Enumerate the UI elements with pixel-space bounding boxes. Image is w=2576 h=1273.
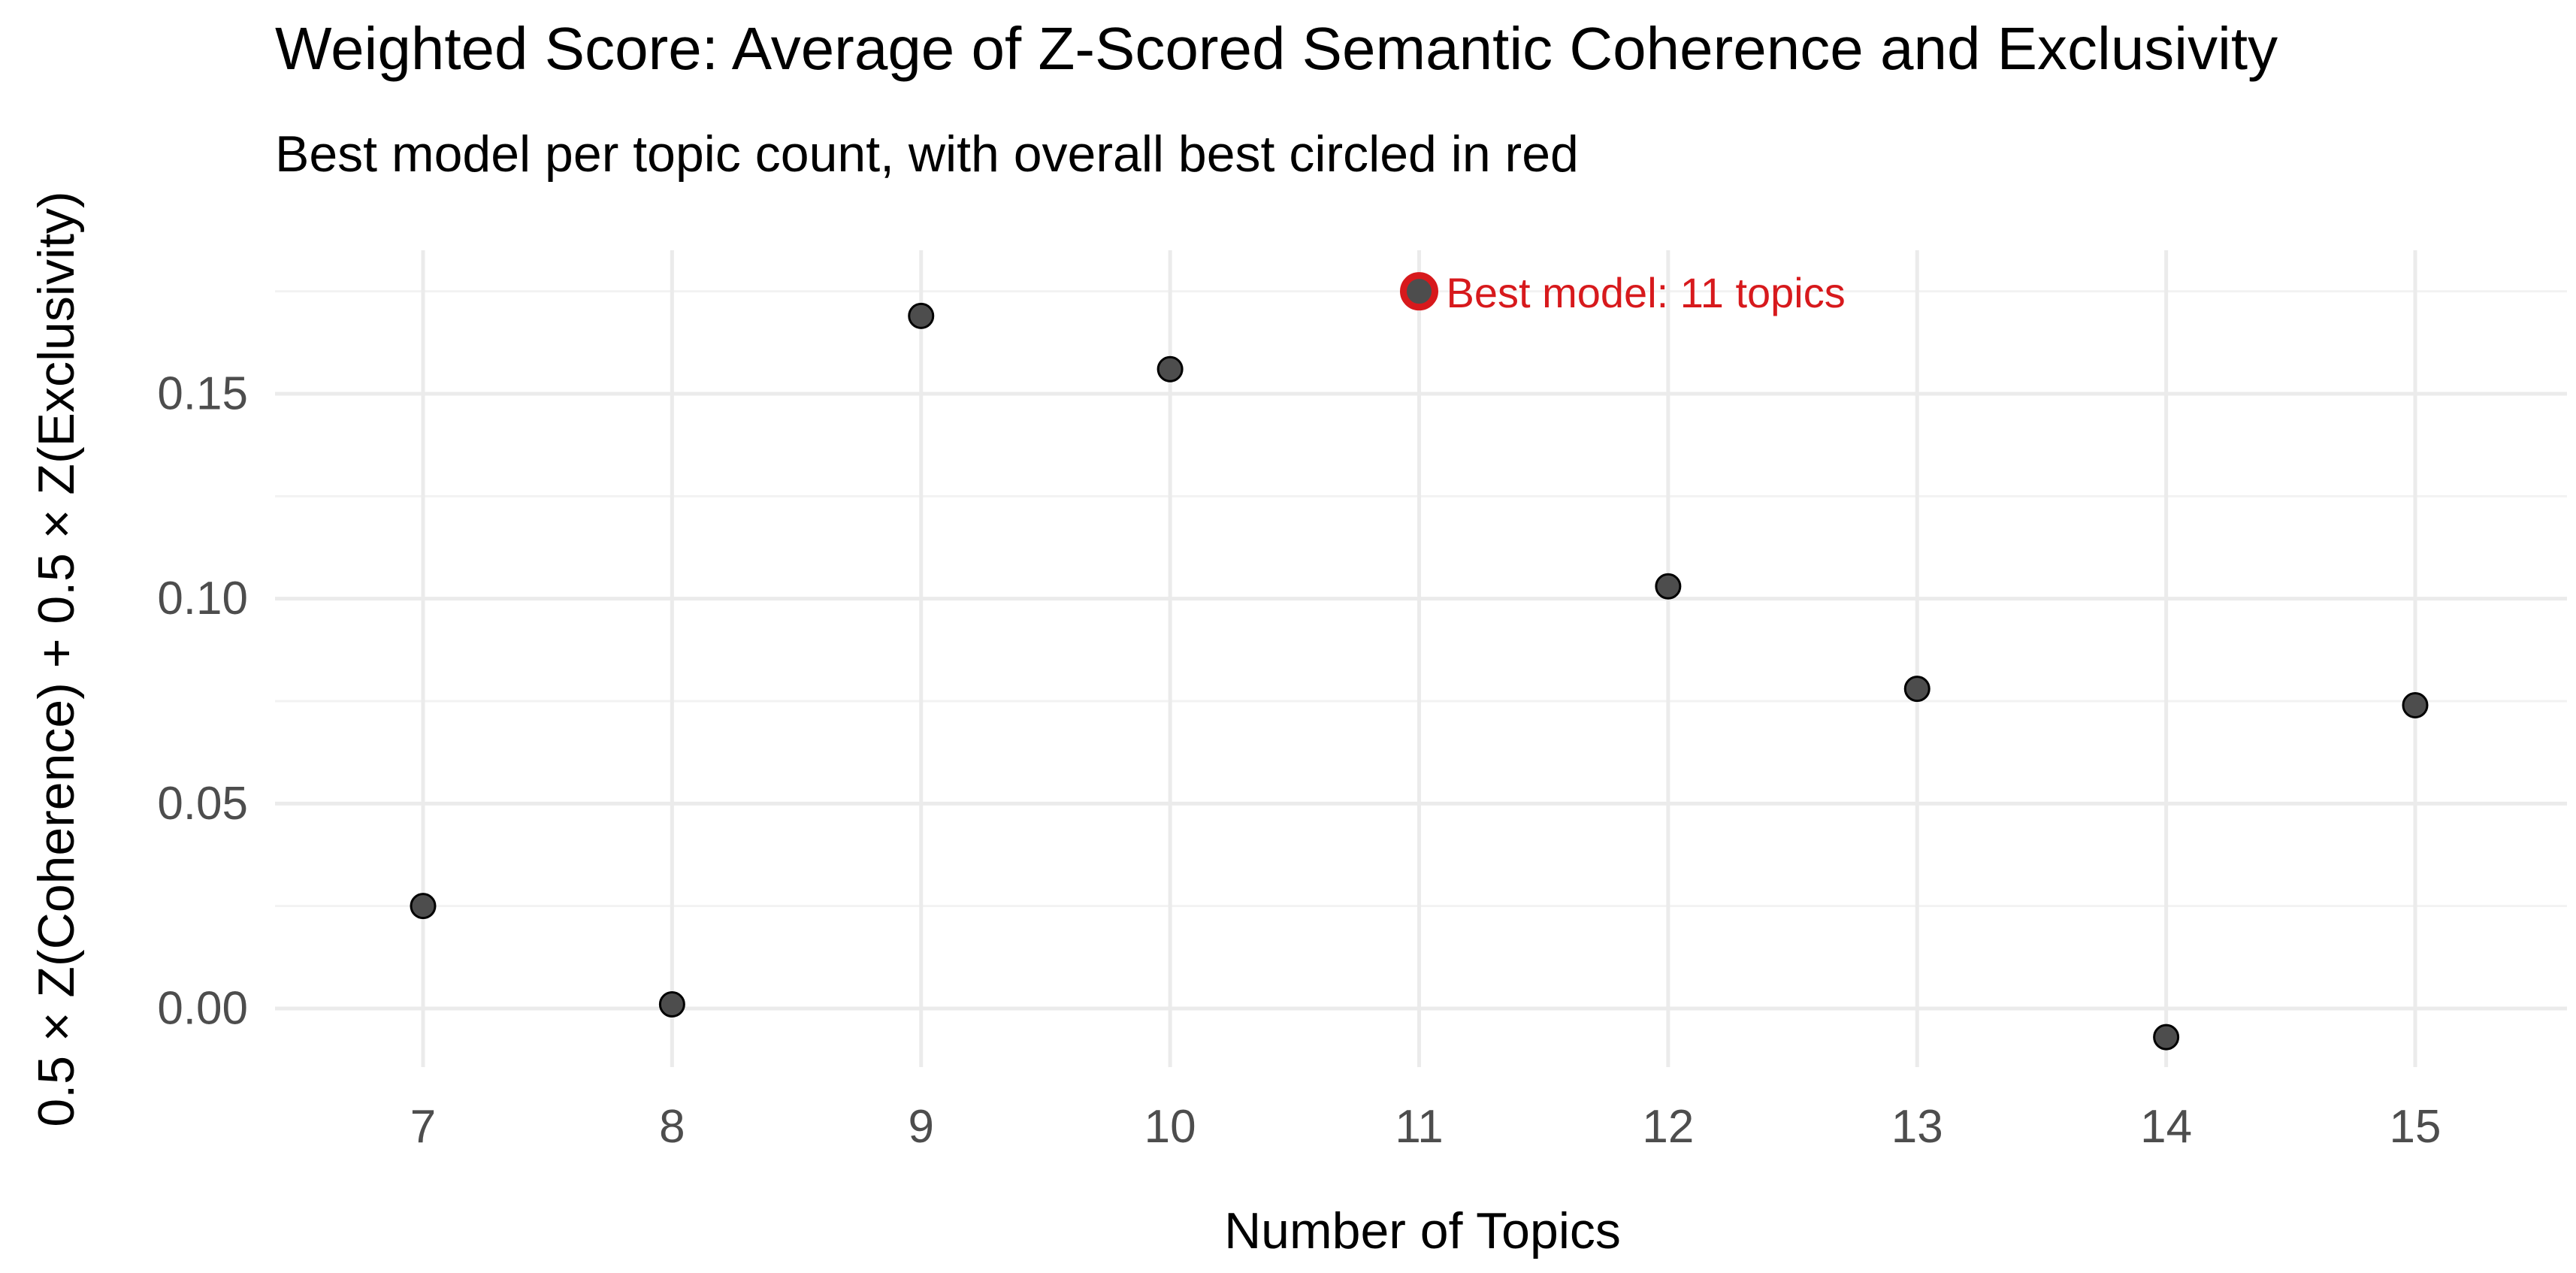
y-tick-label: 0.15 — [157, 368, 248, 420]
y-tick-label: 0.05 — [157, 778, 248, 830]
x-tick-label: 12 — [1642, 1101, 1694, 1153]
chart-title: Weighted Score: Average of Z-Scored Sema… — [275, 15, 2278, 82]
points-layer — [410, 272, 2429, 1051]
x-tick-label: 9 — [909, 1101, 934, 1153]
data-point — [410, 893, 437, 920]
x-tick-label: 10 — [1144, 1101, 1196, 1153]
y-tick-label: 0.00 — [157, 983, 248, 1035]
x-tick-label: 11 — [1395, 1101, 1443, 1153]
data-point — [1903, 676, 1930, 703]
data-point — [658, 991, 685, 1018]
tick-labels-layer: 0.00 0.05 0.10 0.15 7 8 9 10 11 12 13 14 15 — [157, 368, 2441, 1154]
x-axis-title: Number of Topics — [1224, 1202, 1621, 1259]
x-tick-label: 15 — [2390, 1101, 2441, 1153]
grid-layer — [275, 250, 2567, 1067]
best-model-annotation: Best model: 11 topics — [1447, 269, 1846, 316]
x-tick-label: 7 — [410, 1101, 436, 1153]
x-tick-label: 13 — [1891, 1101, 1943, 1153]
y-axis-title: 0.5 × Z(Coherence) + 0.5 × Z(Exclusivity… — [28, 191, 85, 1126]
best-model-point — [1400, 272, 1438, 311]
data-point — [908, 302, 935, 329]
x-tick-label: 14 — [2140, 1101, 2192, 1153]
chart-subtitle: Best model per topic count, with overall… — [275, 125, 1579, 183]
data-point — [1156, 355, 1184, 383]
data-point — [1655, 573, 1682, 600]
data-point — [2153, 1024, 2180, 1051]
x-tick-label: 8 — [659, 1101, 685, 1153]
data-point — [2402, 691, 2429, 718]
y-tick-label: 0.10 — [157, 573, 248, 624]
